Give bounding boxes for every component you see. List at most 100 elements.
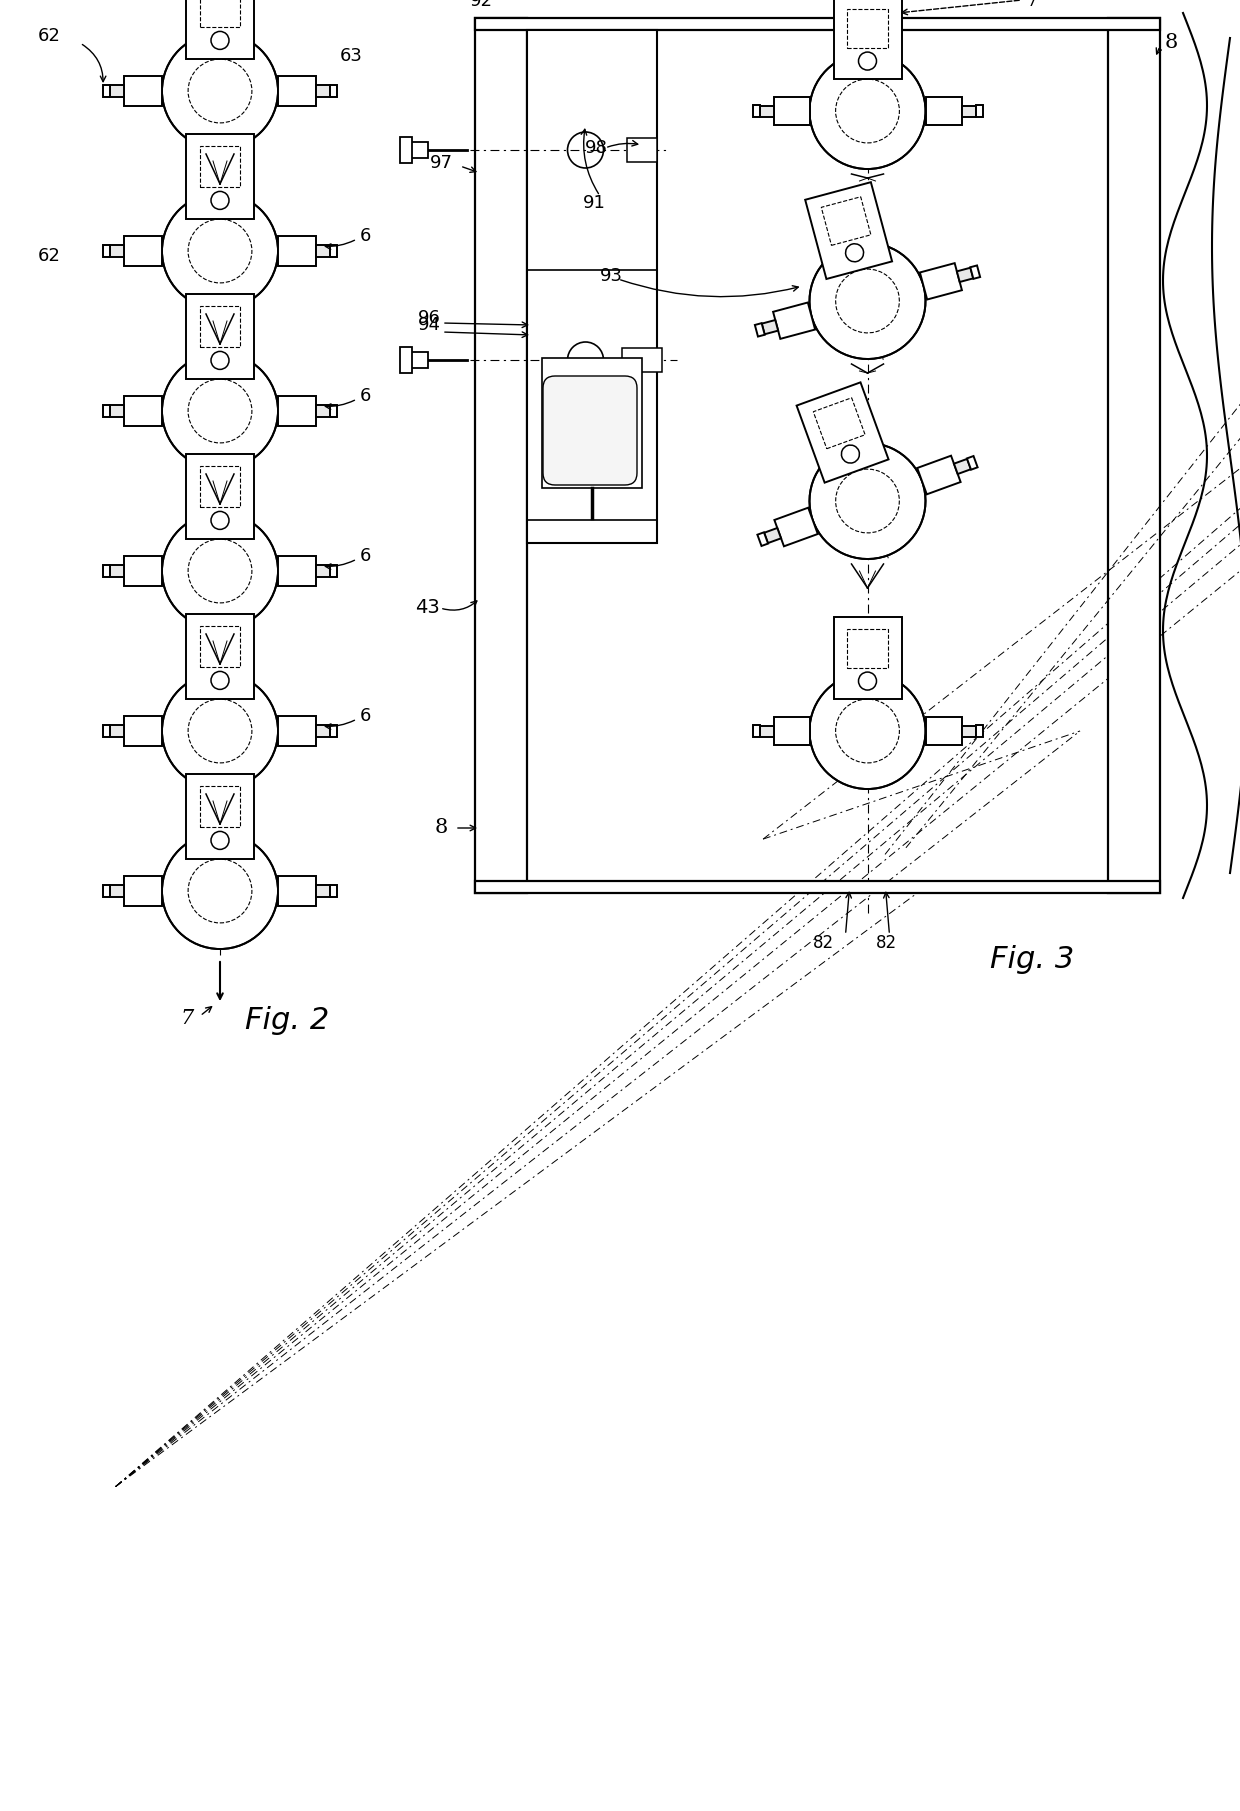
Bar xyxy=(103,85,110,98)
Text: 6: 6 xyxy=(360,706,371,724)
Bar xyxy=(124,556,162,587)
Bar xyxy=(124,397,162,426)
Bar xyxy=(278,556,316,587)
Bar xyxy=(278,715,316,746)
Bar xyxy=(753,105,759,118)
Bar xyxy=(970,266,980,279)
Bar xyxy=(410,351,428,368)
Bar xyxy=(622,348,662,371)
Bar xyxy=(124,76,162,107)
Text: Fig. 3: Fig. 3 xyxy=(990,945,1074,974)
Bar xyxy=(110,886,124,896)
Bar xyxy=(200,465,241,507)
Text: 94: 94 xyxy=(418,315,441,333)
Text: 62: 62 xyxy=(38,27,61,45)
Bar xyxy=(755,322,765,337)
Circle shape xyxy=(162,513,278,628)
Circle shape xyxy=(162,33,278,149)
Text: Fig. 2: Fig. 2 xyxy=(246,1005,330,1036)
Text: 8: 8 xyxy=(435,819,448,837)
Bar xyxy=(200,786,241,828)
Bar xyxy=(186,614,254,699)
Bar xyxy=(200,147,241,187)
Bar xyxy=(773,302,815,339)
Text: 43: 43 xyxy=(415,598,440,618)
Text: 62: 62 xyxy=(38,246,61,264)
Bar xyxy=(954,458,971,474)
Bar xyxy=(920,263,962,299)
FancyBboxPatch shape xyxy=(543,377,637,485)
Bar xyxy=(805,183,892,279)
Circle shape xyxy=(810,444,925,560)
Bar xyxy=(527,31,657,543)
Text: 97: 97 xyxy=(430,154,453,172)
Bar xyxy=(186,293,254,378)
Bar xyxy=(330,565,337,578)
Text: 7: 7 xyxy=(1025,0,1038,11)
Bar xyxy=(330,85,337,98)
Bar xyxy=(1109,18,1159,893)
Bar xyxy=(110,724,124,737)
Text: 8: 8 xyxy=(1166,33,1178,53)
Bar xyxy=(758,532,768,545)
Bar xyxy=(821,197,870,244)
Bar xyxy=(278,235,316,266)
Bar xyxy=(124,877,162,906)
Bar xyxy=(103,244,110,257)
Bar xyxy=(316,85,330,98)
Circle shape xyxy=(810,674,925,790)
Bar xyxy=(796,382,889,484)
Circle shape xyxy=(162,674,278,790)
Bar xyxy=(759,105,774,116)
Bar xyxy=(847,628,888,668)
Bar xyxy=(110,244,124,257)
Bar xyxy=(330,886,337,896)
Circle shape xyxy=(162,194,278,310)
Bar xyxy=(627,138,657,161)
Text: 98: 98 xyxy=(585,139,608,158)
Bar xyxy=(833,0,901,80)
Bar xyxy=(103,565,110,578)
Bar xyxy=(278,397,316,426)
Bar xyxy=(967,456,977,469)
Bar xyxy=(833,618,901,699)
Bar xyxy=(774,717,810,744)
Bar xyxy=(775,507,818,547)
Bar xyxy=(124,715,162,746)
Bar xyxy=(753,724,759,737)
Bar xyxy=(401,348,412,373)
Bar xyxy=(103,886,110,896)
Circle shape xyxy=(810,53,925,168)
Bar xyxy=(961,105,976,116)
Text: 82: 82 xyxy=(875,934,897,953)
Bar xyxy=(110,406,124,417)
Bar xyxy=(976,724,982,737)
Bar xyxy=(278,877,316,906)
Bar xyxy=(200,627,241,666)
Text: 6: 6 xyxy=(360,547,371,565)
Text: 82: 82 xyxy=(812,934,833,953)
Text: 93: 93 xyxy=(600,266,622,284)
Bar xyxy=(401,138,412,163)
Text: 63: 63 xyxy=(340,47,363,65)
Bar xyxy=(186,0,254,60)
Bar xyxy=(316,724,330,737)
Circle shape xyxy=(162,833,278,949)
Text: 7: 7 xyxy=(180,1009,193,1029)
Bar xyxy=(759,726,774,737)
Text: 92: 92 xyxy=(470,0,494,11)
Bar xyxy=(918,456,961,494)
Bar xyxy=(761,321,779,335)
Bar xyxy=(124,235,162,266)
Bar xyxy=(475,18,527,893)
Bar xyxy=(925,98,961,125)
Bar xyxy=(475,880,1159,893)
Bar xyxy=(110,565,124,578)
Bar xyxy=(186,773,254,858)
Bar xyxy=(976,105,982,118)
Bar xyxy=(316,244,330,257)
Bar xyxy=(475,18,1159,31)
Bar xyxy=(316,565,330,578)
Bar xyxy=(330,244,337,257)
Text: 6: 6 xyxy=(360,388,371,406)
